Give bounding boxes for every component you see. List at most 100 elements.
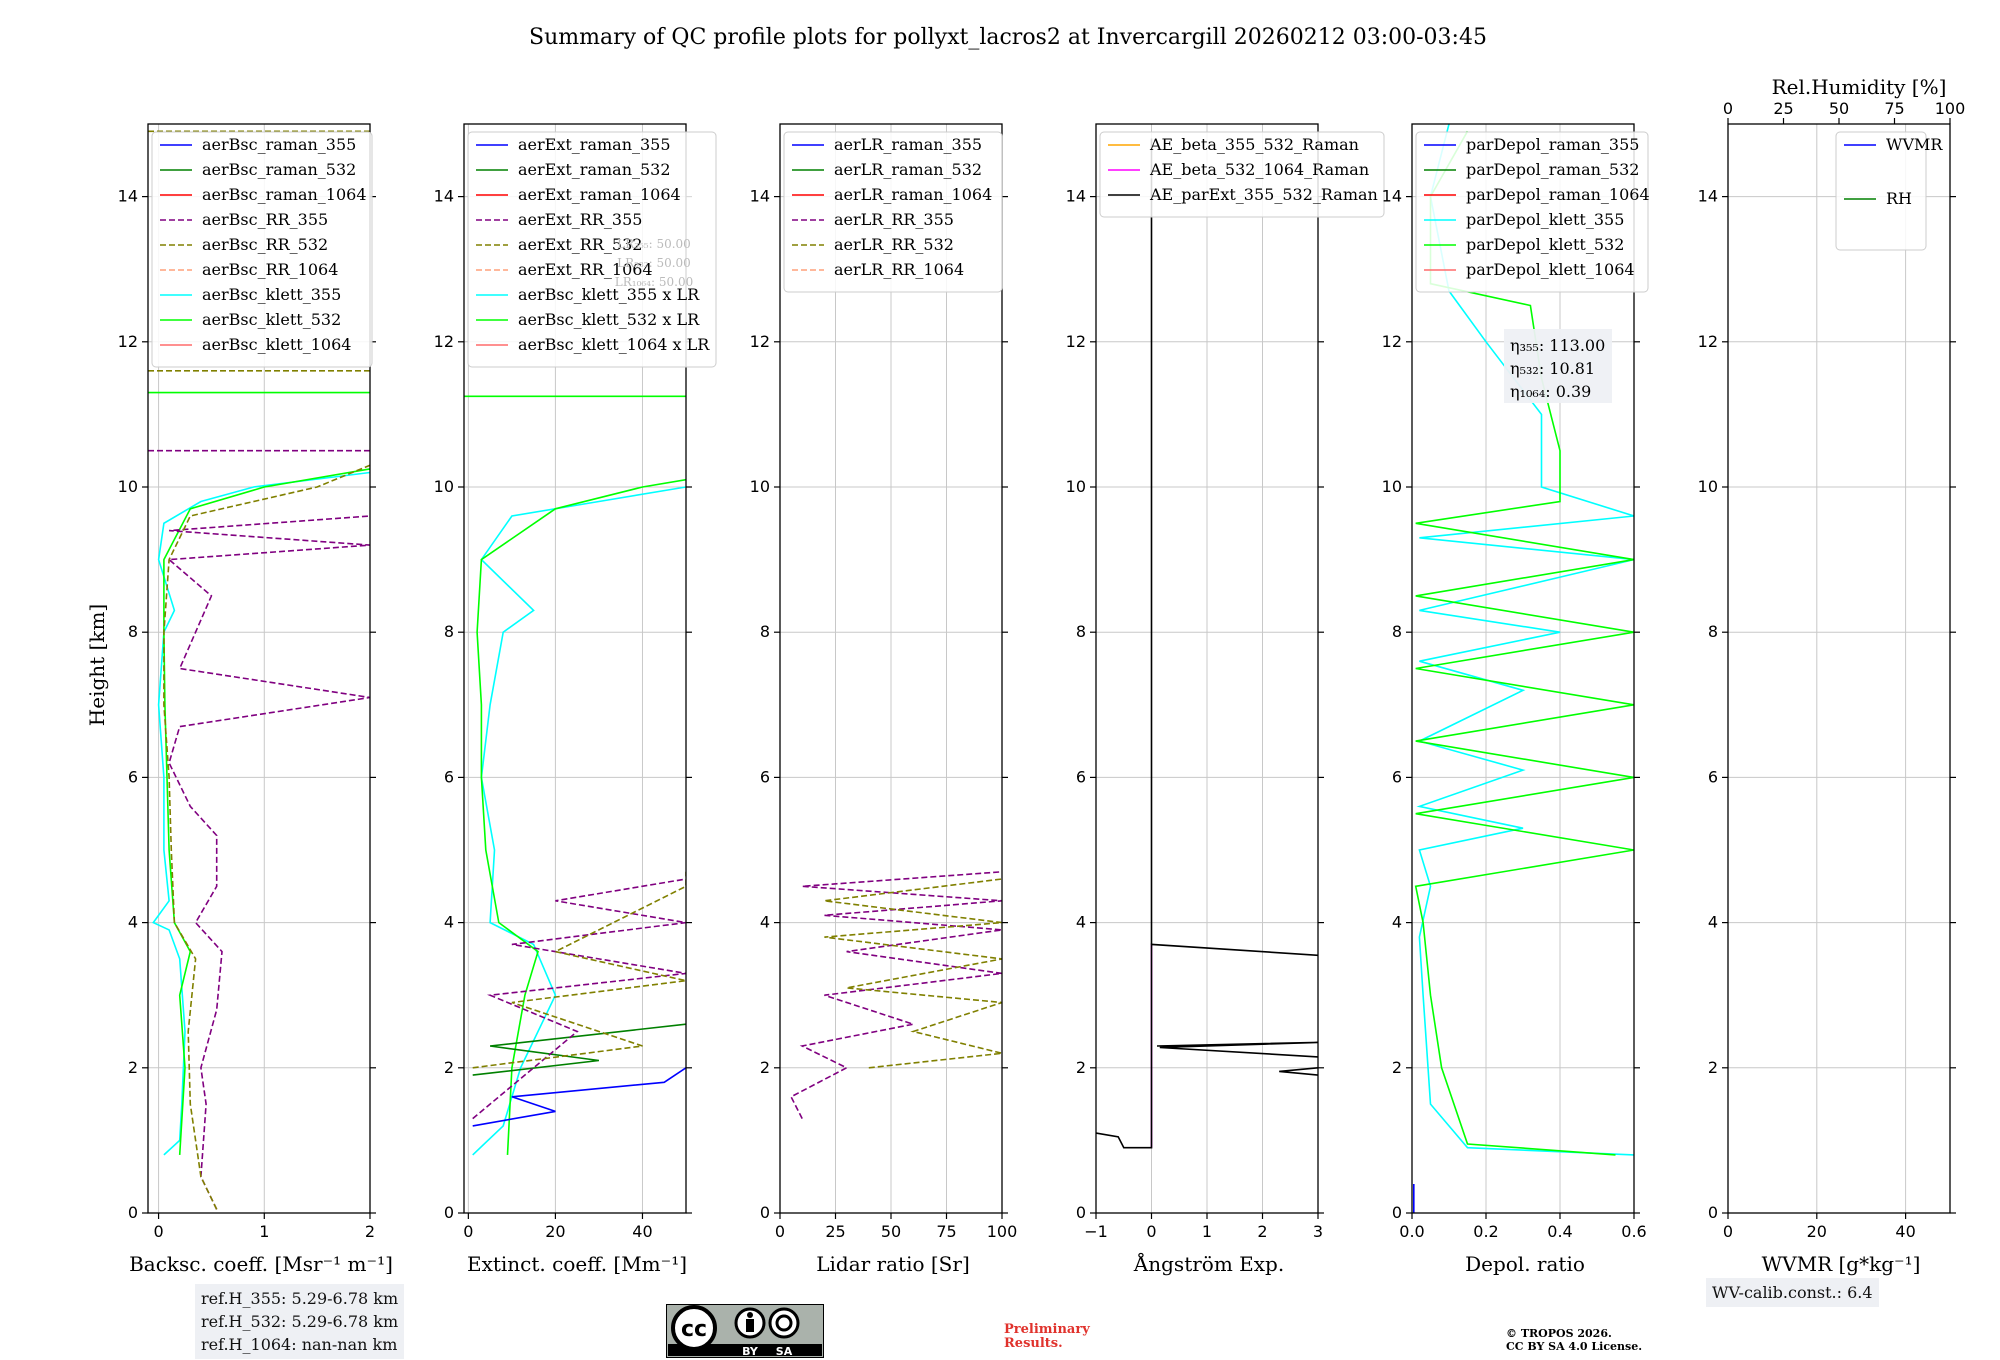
x-tick-label: 75: [936, 1222, 956, 1241]
y-tick-label: 0: [1708, 1203, 1718, 1222]
legend-label: aerBsc_klett_355 x LR: [518, 285, 700, 304]
panel-frame: [1727, 123, 1951, 1214]
x-tick-label: 0.0: [1399, 1222, 1424, 1241]
preliminary-line-1: Preliminary: [1004, 1322, 1090, 1337]
x-tick-label: −1: [1084, 1222, 1108, 1241]
preliminary-results-note: Preliminary Results.: [1004, 1323, 1090, 1351]
eta-label: η₅₃₂: 10.81: [1510, 359, 1595, 378]
y-tick-label: 10: [1382, 477, 1402, 496]
eta-label: η₁₀₆₄: 0.39: [1510, 382, 1591, 401]
x-tick-label: 0.4: [1547, 1222, 1572, 1241]
lidar-ratio-label: LR₅₃₂: 50.00: [617, 256, 691, 270]
panel-frame: [1095, 123, 1319, 1214]
legend-label: AE_beta_355_532_Raman: [1149, 135, 1359, 154]
x-tick-label: 0: [1723, 1222, 1733, 1241]
y-tick-label: 0: [128, 1203, 138, 1222]
copyright-line-2: CC BY SA 4.0 License.: [1506, 1340, 1643, 1353]
x-tick-label: 100: [987, 1222, 1018, 1241]
x-tick-label: 0.2: [1473, 1222, 1498, 1241]
y-tick-label: 14: [1698, 187, 1718, 206]
series-aerExt_raman_532: [472, 1023, 686, 1076]
y-tick-label: 4: [1708, 913, 1718, 932]
y-tick-label: 4: [760, 913, 770, 932]
y-tick-label: 10: [750, 477, 770, 496]
series-group: [464, 395, 686, 1156]
series-aerBsc_klett_355 x LR: [472, 486, 686, 1156]
ref-height-532: ref.H_532: 5.29-6.78 km: [201, 1312, 399, 1331]
legend-label: AE_beta_532_1064_Raman: [1149, 160, 1369, 179]
legend-label: WVMR: [1886, 135, 1943, 154]
panel-frame: [1411, 123, 1635, 1214]
series-aerBsc_klett_355: [152, 471, 370, 1156]
legend-label: aerLR_RR_1064: [834, 260, 964, 279]
series-aerBsc_RR_355: [167, 515, 370, 1210]
legend-label: aerBsc_raman_532: [202, 160, 356, 179]
eta-box: [1504, 329, 1612, 403]
legend-label: aerBsc_klett_1064: [202, 335, 351, 354]
y-tick-label: 0: [1392, 1203, 1402, 1222]
legend-box: [151, 131, 373, 368]
y-tick-label: 2: [444, 1058, 454, 1077]
legend-label: aerExt_raman_1064: [518, 185, 681, 204]
y-tick-label: 6: [1076, 767, 1086, 786]
y-tick-label: 12: [1382, 332, 1402, 351]
y-tick-label: 4: [1076, 913, 1086, 932]
legend-box: [1835, 131, 1927, 251]
y-tick-label: 14: [1382, 187, 1402, 206]
legend-label: parDepol_klett_355: [1466, 210, 1624, 229]
y-tick-label: 0: [1076, 1203, 1086, 1222]
legend-label: aerExt_RR_1064: [518, 260, 653, 279]
x-axis-label: Extinct. coeff. [Mm⁻¹]: [467, 1252, 687, 1276]
series-aerBsc_klett_532 x LR: [476, 478, 686, 1155]
legend-label: AE_parExt_355_532_Raman: [1149, 185, 1378, 204]
legend-label: aerBsc_klett_532: [202, 310, 341, 329]
cc-text: cc: [681, 1317, 707, 1342]
copyright-note: © TROPOS 2026. CC BY SA 4.0 License.: [1506, 1327, 1642, 1353]
y-tick-label: 12: [1698, 332, 1718, 351]
y-tick-label: 2: [1392, 1058, 1402, 1077]
panel-frame: [779, 123, 1003, 1214]
legend: aerBsc_raman_355 aerBsc_raman_532 aerBsc_r…: [151, 131, 373, 368]
legend: aerExt_raman_355 aerExt_raman_532 aerExt_r…: [467, 131, 717, 368]
series-aerExt_raman_355: [472, 1067, 686, 1127]
y-tick-label: 8: [1076, 622, 1086, 641]
legend-label: aerBsc_klett_1064 x LR: [518, 335, 710, 354]
series-group: [1096, 138, 1318, 1149]
legend-label: aerBsc_klett_532 x LR: [518, 310, 700, 329]
y-tick-label: 6: [1392, 767, 1402, 786]
series-aerLR_RR_355: [790, 871, 1002, 1119]
y-tick-label: 10: [1698, 477, 1718, 496]
x-tick-label: 20: [1807, 1222, 1827, 1241]
y-tick-label: 6: [128, 767, 138, 786]
y-tick-label: 14: [118, 187, 138, 206]
series-aerBsc_RR_532: [163, 464, 370, 1210]
y-tick-label: 2: [128, 1058, 138, 1077]
y-axis-label: Height [km]: [85, 604, 109, 726]
y-tick-label: 10: [1066, 477, 1086, 496]
legend-label: aerExt_RR_532: [518, 235, 642, 254]
y-tick-label: 2: [1076, 1058, 1086, 1077]
cc-by-sa-logo: cc BY SA: [666, 1304, 824, 1358]
legend-box: [783, 131, 1003, 293]
legend: AE_beta_355_532_Raman AE_beta_532_1064_Ra…: [1099, 131, 1385, 218]
y-tick-label: 4: [1392, 913, 1402, 932]
series-aerExt_RR_532: [472, 871, 686, 1069]
top-tick-label: 75: [1884, 99, 1904, 118]
chart-panel-3: 0 2 4 6 8 10 12 14 0 25 50 75 100 Lidar ratio [Sr] aer…: [750, 123, 1018, 1276]
x-tick-label: 25: [825, 1222, 845, 1241]
preliminary-line-2: Results.: [1004, 1336, 1063, 1351]
x-axis-label: WVMR [g*kg⁻¹]: [1762, 1252, 1921, 1276]
x-tick-label: 40: [632, 1222, 652, 1241]
top-tick-label: 25: [1773, 99, 1793, 118]
cc-by-label: BY: [742, 1345, 759, 1358]
chart-panel-2: 0 2 4 6 8 10 12 14 0 20 40 Extinct. coeff. [Mm⁻¹] ae…: [434, 123, 717, 1276]
top-tick-label: 0: [1723, 99, 1733, 118]
y-tick-label: 2: [760, 1058, 770, 1077]
y-tick-label: 2: [1708, 1058, 1718, 1077]
legend-box: [1099, 131, 1385, 218]
x-tick-label: 2: [1257, 1222, 1267, 1241]
x-tick-label: 0.6: [1621, 1222, 1646, 1241]
